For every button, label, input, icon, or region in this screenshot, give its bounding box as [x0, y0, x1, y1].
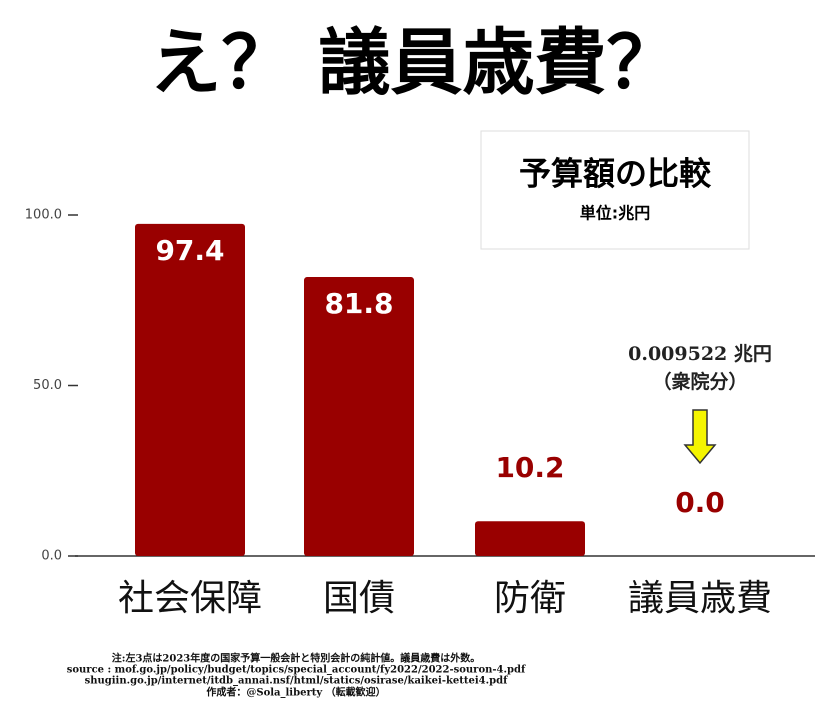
value-label: 0.0 [675, 486, 725, 519]
footnote: 作成者：@Sola_liberty （転載歓迎） [206, 686, 385, 699]
arrow [683, 409, 717, 465]
annotation: （衆院分） [652, 370, 747, 393]
x-tick-label: 議員歳費 [628, 578, 772, 619]
bar [475, 521, 585, 556]
chart-title: え？ 議員歳費？ [149, 21, 678, 105]
y-tick-label: 100.0 [25, 208, 62, 223]
y-tick-label: 50.0 [33, 378, 62, 393]
box-title: 予算額の比較 [519, 155, 712, 193]
value-label: 10.2 [495, 451, 564, 484]
x-tick-label: 国債 [323, 578, 395, 619]
bar [135, 223, 245, 556]
value-label: 81.8 [324, 287, 393, 320]
value-label: 97.4 [155, 234, 224, 267]
footnote: source : mof.go.jp/policy/budget/topics/… [67, 665, 526, 676]
bar [304, 277, 414, 556]
x-tick-label: 防衛 [494, 578, 566, 619]
annotation: 0.009522 兆円 [628, 343, 772, 365]
y-tick-label: 0.0 [41, 549, 62, 564]
legend-box [480, 130, 750, 250]
x-tick-label: 社会保障 [118, 578, 262, 619]
footnote: 注:左3点は2023年度の国家予算一般会計と特別会計の純計値。議員歳費は外数。 [112, 652, 480, 665]
footnote: shugiin.go.jp/internet/itdb_annai.nsf/ht… [85, 676, 508, 687]
unit-label: 単位:兆円 [580, 204, 650, 223]
